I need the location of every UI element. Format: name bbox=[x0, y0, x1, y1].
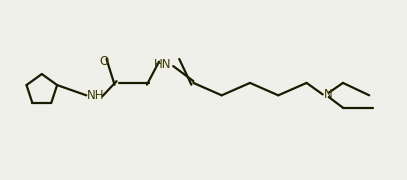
Text: N: N bbox=[324, 88, 333, 101]
Text: NH: NH bbox=[87, 89, 104, 102]
Text: HN: HN bbox=[154, 58, 172, 71]
Text: O: O bbox=[100, 55, 109, 68]
